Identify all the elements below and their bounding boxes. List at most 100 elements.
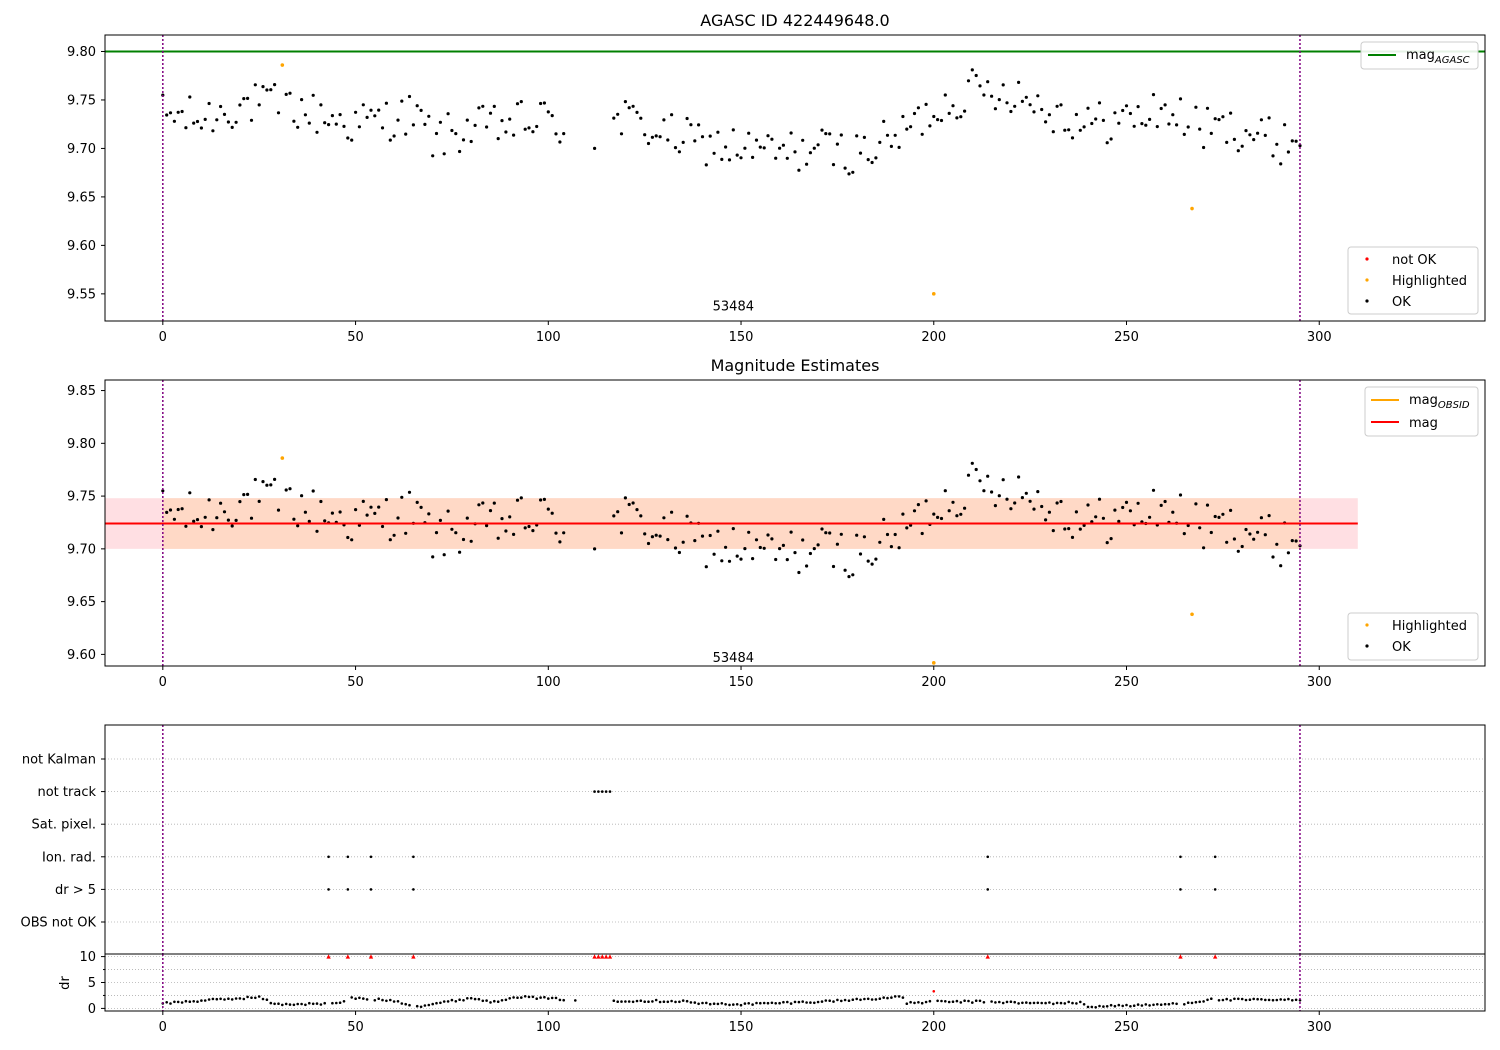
- ok-point: [735, 554, 739, 558]
- ok-point: [188, 95, 192, 99]
- dr-point: [724, 1003, 727, 1006]
- flag-point: [608, 790, 612, 793]
- x-tick-label: 150: [729, 330, 754, 345]
- dr-point: [905, 1002, 909, 1005]
- ok-point: [253, 83, 257, 87]
- ok-point: [1013, 501, 1017, 505]
- ok-point: [897, 546, 901, 550]
- dr-point: [624, 1000, 627, 1003]
- ok-point: [882, 517, 886, 522]
- dr-point: [269, 1001, 273, 1005]
- dr-point: [643, 1000, 646, 1003]
- ok-point: [720, 559, 724, 563]
- ok-point: [1240, 144, 1244, 148]
- ok-point: [1136, 501, 1140, 505]
- y-tick-label: 9.85: [67, 384, 96, 399]
- panel2-legend-bottom-box: [1347, 612, 1479, 661]
- ok-point: [1217, 118, 1221, 122]
- dr-point: [246, 995, 249, 999]
- ok-point: [1078, 527, 1082, 531]
- ok-point: [369, 108, 373, 112]
- ok-point: [1279, 162, 1283, 166]
- dr-point: [408, 1003, 411, 1007]
- ok-point: [662, 118, 666, 122]
- ok-point: [778, 146, 782, 150]
- dr-point: [1028, 1001, 1032, 1005]
- ok-point: [307, 519, 311, 523]
- panel1-legend-top-box: [1360, 41, 1479, 70]
- dr-point: [793, 1000, 797, 1004]
- ok-point: [365, 513, 369, 517]
- ok-point: [735, 153, 739, 157]
- dr-point: [712, 1002, 716, 1005]
- ok-point: [535, 124, 539, 129]
- ok-point: [380, 126, 385, 130]
- ok-point: [392, 533, 396, 537]
- flag-point: [412, 855, 415, 859]
- dr-point: [982, 1001, 986, 1004]
- dr-point: [489, 1001, 492, 1004]
- ok-point: [1236, 149, 1240, 153]
- ok-point: [689, 123, 693, 127]
- flag-point: [986, 855, 990, 859]
- ok-point: [419, 108, 423, 112]
- ok-point: [743, 547, 747, 551]
- panel2-title: Magnitude Estimates: [711, 356, 880, 375]
- ok-point: [936, 515, 940, 520]
- ok-point: [916, 503, 921, 507]
- ok-point: [431, 154, 435, 158]
- dr-point: [951, 1000, 955, 1003]
- dr-point: [766, 1001, 770, 1005]
- dr-point: [967, 999, 970, 1003]
- ok-point: [215, 118, 219, 122]
- ok-point: [643, 532, 647, 536]
- dr-points: [161, 954, 1302, 1009]
- ok-point: [978, 84, 982, 88]
- ok-point: [808, 551, 813, 556]
- dr-point: [732, 1003, 735, 1006]
- ok-point: [870, 562, 874, 566]
- ok-point: [219, 104, 223, 109]
- ok-point: [731, 128, 735, 132]
- ok-point: [1128, 111, 1132, 116]
- ok-point: [1232, 537, 1236, 541]
- dr-point: [219, 997, 222, 1001]
- y-tick-label: 9.70: [67, 542, 96, 557]
- ok-point: [546, 507, 550, 511]
- ok-point: [234, 120, 238, 124]
- dr-point: [176, 1000, 180, 1004]
- legend-mag-agasc-main: mag: [1406, 48, 1435, 63]
- ok-point: [469, 139, 473, 144]
- ok-point: [515, 498, 520, 502]
- ok-point: [1044, 518, 1048, 522]
- ok-point: [1109, 137, 1113, 141]
- dr-point: [859, 998, 862, 1002]
- ok-point: [681, 540, 685, 544]
- dr-point: [365, 998, 369, 1001]
- ok-point: [477, 106, 481, 110]
- ok-point: [1225, 540, 1229, 544]
- dr-point: [1275, 998, 1279, 1002]
- ok-point: [731, 527, 735, 531]
- ok-point: [959, 115, 963, 119]
- flag-point: [600, 790, 604, 793]
- ok-point: [400, 99, 404, 103]
- ok-point: [1009, 109, 1013, 114]
- ok-point: [909, 125, 913, 129]
- ok-point: [361, 103, 365, 107]
- ok-point: [700, 135, 705, 139]
- dr-point: [674, 1000, 677, 1004]
- dr-point: [512, 996, 515, 999]
- ok-point: [781, 143, 786, 147]
- ok-point: [858, 151, 863, 155]
- ok-point: [496, 536, 500, 540]
- dr-point: [1044, 1001, 1047, 1005]
- ok-point: [754, 138, 759, 142]
- ok-point: [789, 131, 793, 135]
- ok-point: [454, 531, 458, 535]
- ok-point: [1267, 514, 1271, 518]
- ok-point: [1090, 520, 1094, 524]
- ok-point: [180, 109, 184, 114]
- ok-point: [1101, 118, 1105, 122]
